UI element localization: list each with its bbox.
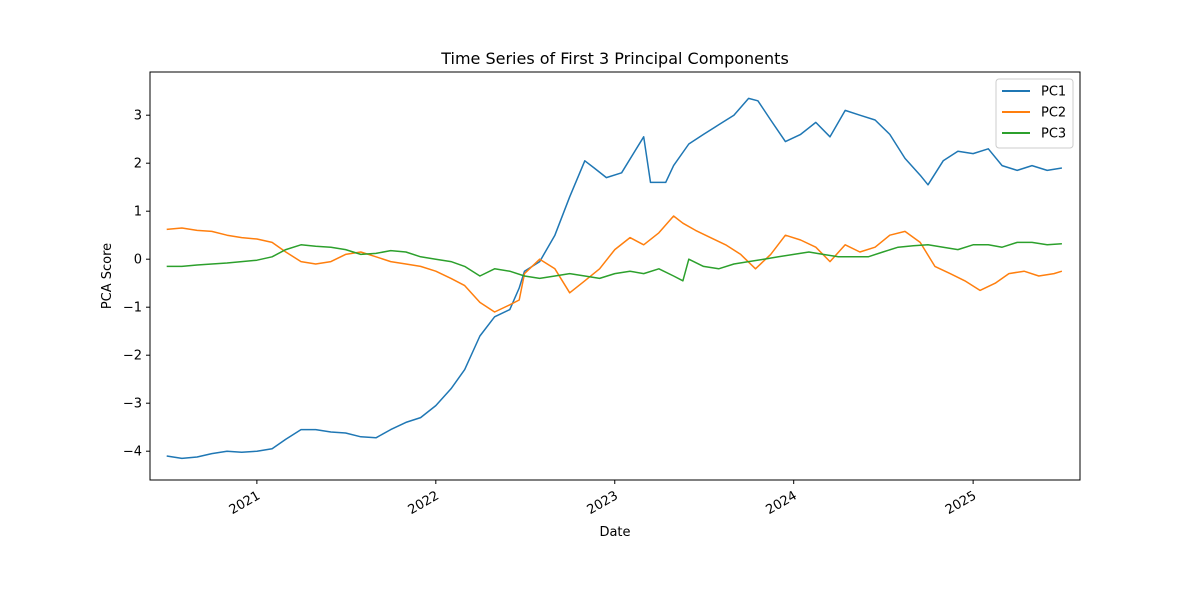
y-tick-label: −1 <box>123 301 142 316</box>
legend-label-pc2: PC2 <box>1041 106 1066 121</box>
y-tick-label: 2 <box>134 157 142 172</box>
series-line-pc2 <box>166 215 1063 313</box>
y-axis-label: PCA Score <box>100 243 115 309</box>
series-line-pc3 <box>166 241 1062 282</box>
legend: PC1 PC2 PC3 <box>995 78 1074 149</box>
x-axis-label: Date <box>599 525 630 540</box>
y-tick-label: 1 <box>134 205 142 220</box>
series-layer <box>166 97 1063 460</box>
series-line-pc1 <box>166 97 1063 460</box>
y-tick-label: 0 <box>134 253 142 268</box>
y-tick-label: −3 <box>123 397 142 412</box>
legend-box <box>995 78 1074 149</box>
y-axis: −4 −3 −2 −1 0 1 2 3 <box>123 109 150 460</box>
y-tick-label: 3 <box>134 109 142 124</box>
legend-label-pc1: PC1 <box>1041 85 1066 100</box>
chart-title: Time Series of First 3 Principal Compone… <box>440 49 789 68</box>
legend-label-pc3: PC3 <box>1041 127 1066 142</box>
y-tick-label: −2 <box>123 349 142 364</box>
y-tick-label: −4 <box>123 445 142 460</box>
